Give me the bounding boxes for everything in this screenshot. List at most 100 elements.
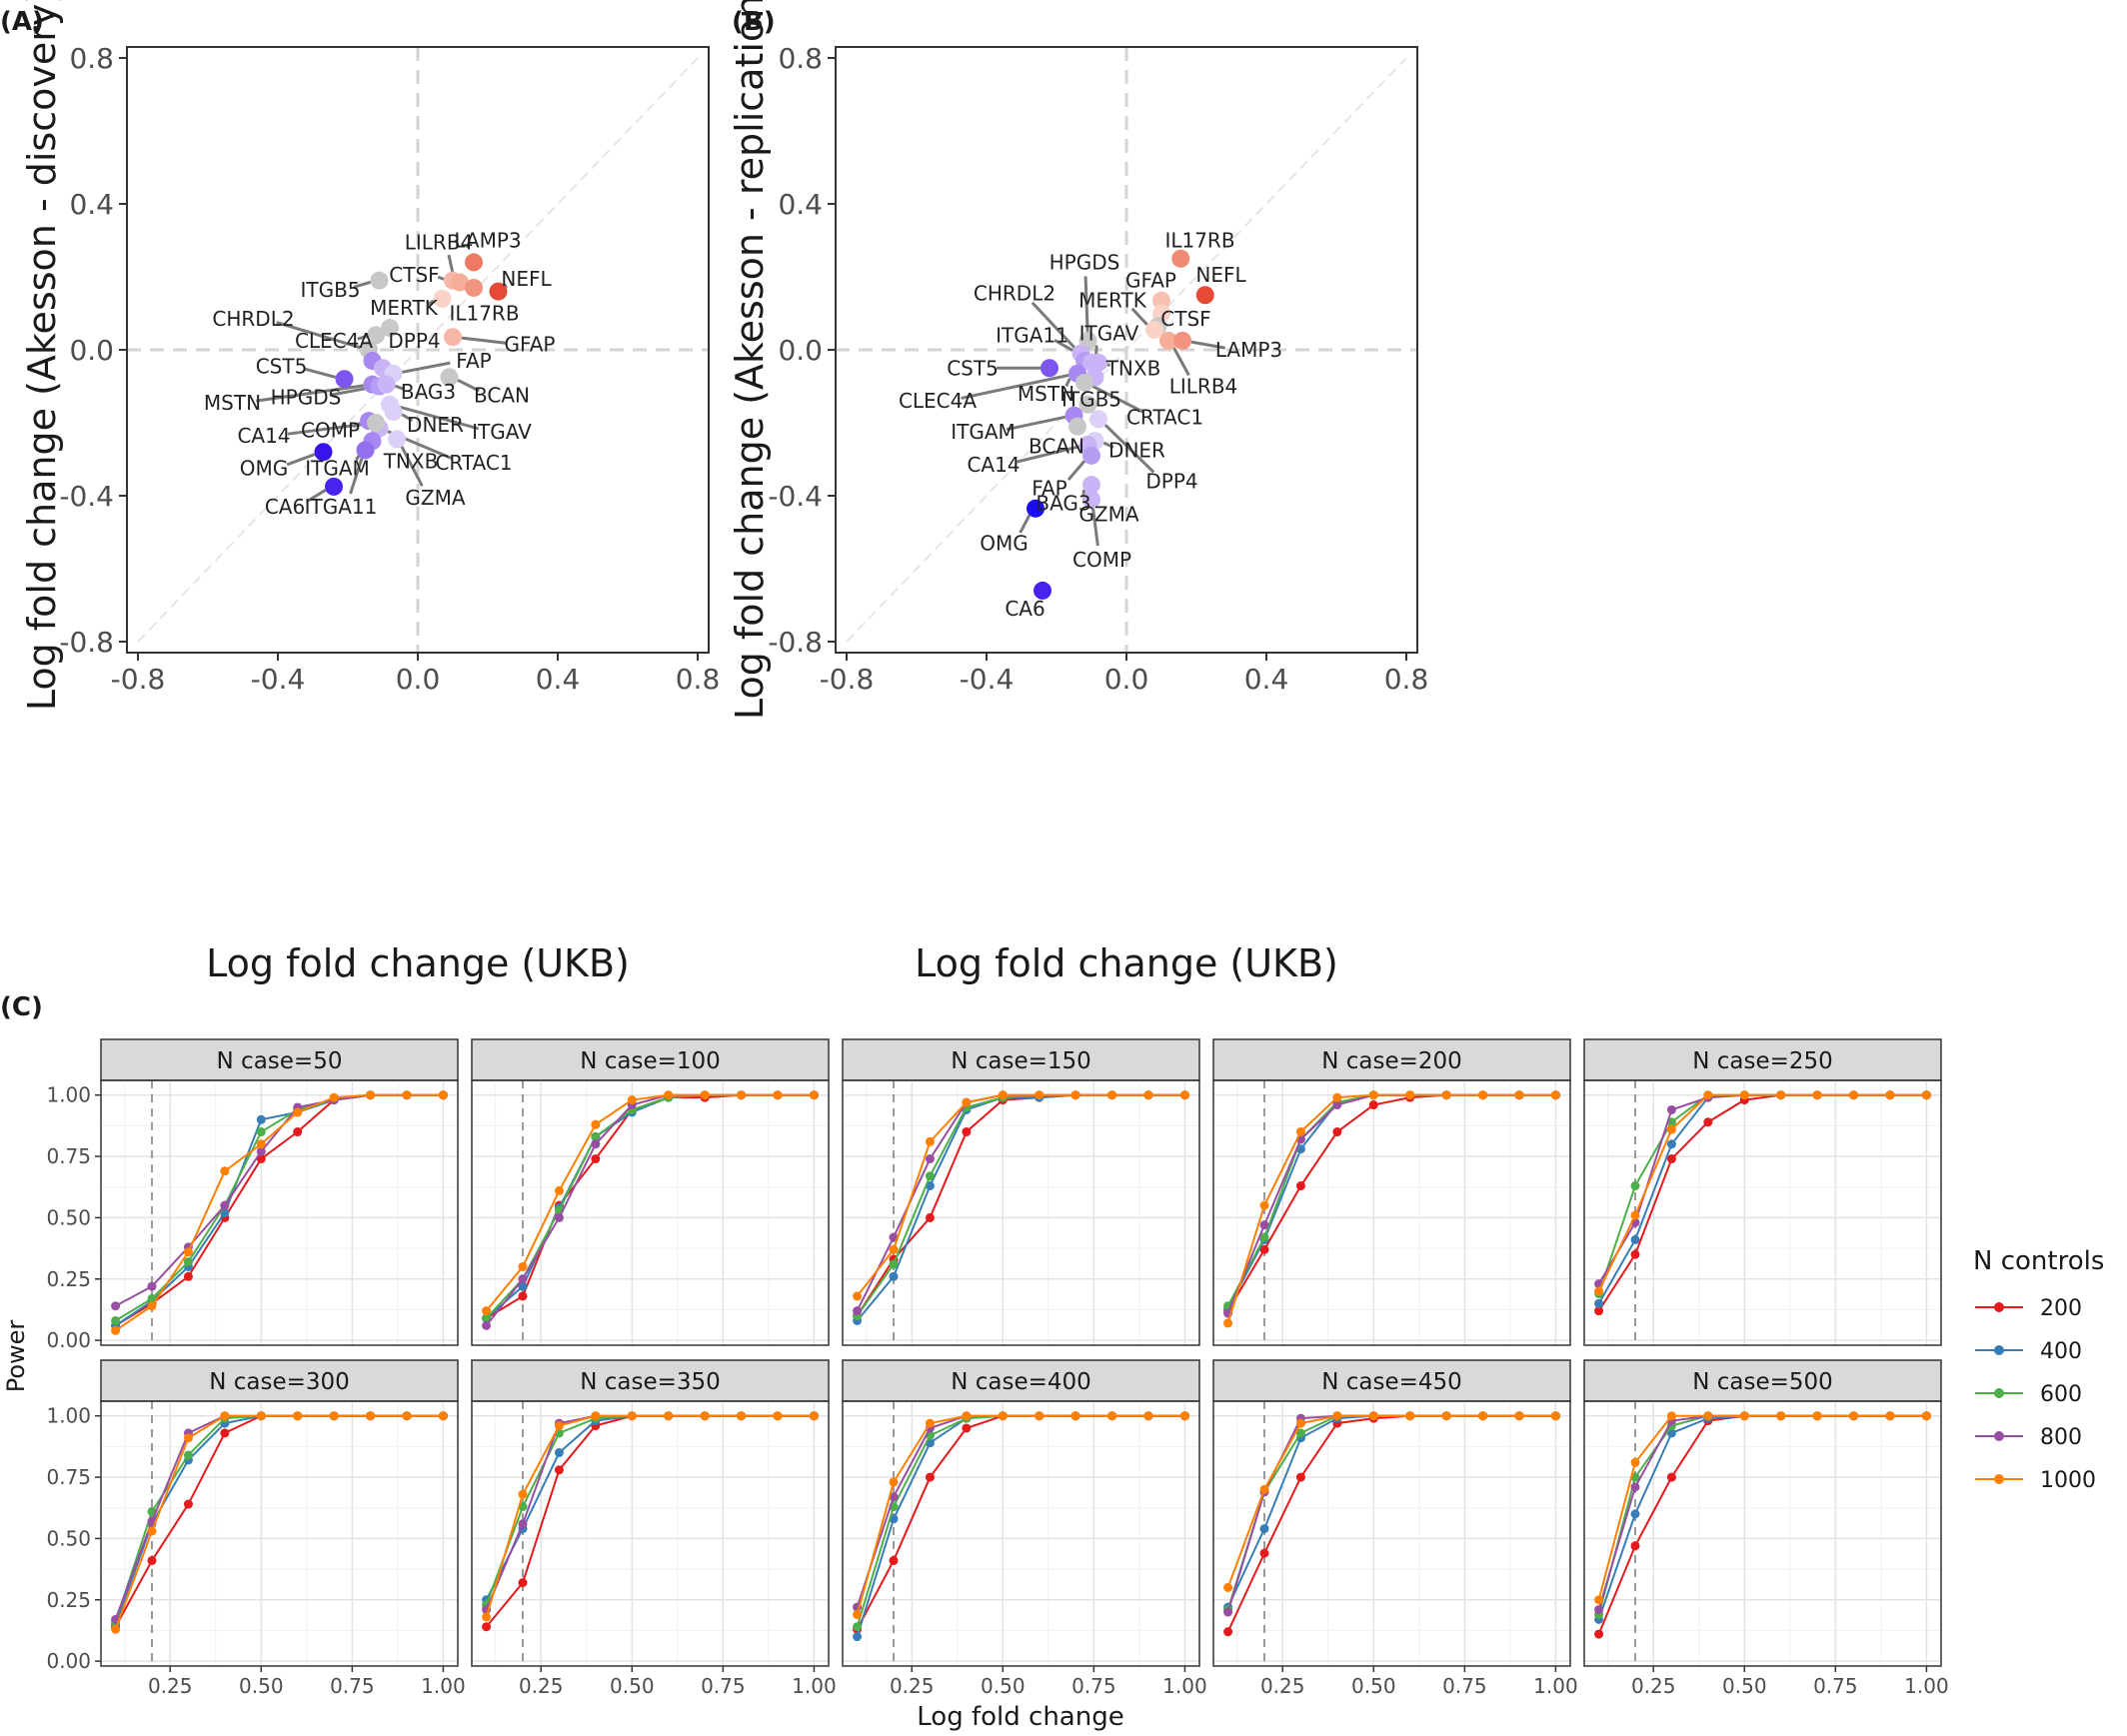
series-point: [853, 1609, 863, 1619]
x-tick-label: 1.00: [1162, 1674, 1207, 1698]
plot-border: [126, 46, 710, 654]
series-point: [737, 1411, 747, 1421]
y-tick-label: 1.00: [46, 1083, 91, 1107]
gene-label: BCAN: [474, 384, 530, 408]
series-point: [1405, 1090, 1415, 1100]
x-axis-title: Log fold change (UKB): [915, 941, 1338, 985]
series-point: [853, 1306, 863, 1316]
gene-label: NEFL: [501, 267, 552, 291]
label-connector: [1066, 460, 1086, 482]
series-point: [1223, 1607, 1233, 1617]
x-tick-label: 0.75: [330, 1674, 375, 1698]
series-point: [220, 1428, 230, 1438]
gene-label: ITGA11: [305, 495, 378, 519]
gene-label: CTSF: [1160, 307, 1210, 331]
facet: N case=250: [1583, 1038, 1942, 1346]
series-point: [1885, 1090, 1895, 1100]
gene-label: GFAP: [1125, 269, 1176, 293]
x-tick-label: -0.8: [111, 663, 166, 696]
y-tick-label: 0.00: [46, 1649, 91, 1673]
data-point: [1089, 353, 1107, 372]
data-point: [1082, 490, 1100, 509]
series-point: [402, 1411, 412, 1421]
gene-label: ITGAV: [472, 420, 532, 444]
series-point: [518, 1519, 528, 1529]
label-connector: [276, 321, 361, 350]
series-point: [962, 1411, 972, 1421]
gene-label: TNXB: [1105, 356, 1161, 380]
label-connector: [1130, 307, 1148, 326]
series-point: [1223, 1627, 1233, 1637]
series-point: [1630, 1210, 1640, 1220]
series-point: [1259, 1548, 1269, 1558]
facet-border: [842, 1079, 1200, 1346]
series-point: [853, 1632, 863, 1642]
series-point: [700, 1090, 710, 1100]
data-point: [388, 430, 406, 449]
series-line: [856, 1414, 1185, 1615]
data-point: [489, 282, 508, 301]
label-connector: [1054, 338, 1073, 352]
gene-label: LILRB4: [1169, 375, 1238, 399]
facet-title: N case=100: [580, 1048, 721, 1074]
gene-label: CST5: [947, 356, 999, 380]
series-point: [925, 1418, 935, 1428]
series-point: [627, 1095, 637, 1105]
series-point: [1594, 1306, 1604, 1316]
legend-swatch-point: [1994, 1345, 2004, 1355]
series-point: [1630, 1249, 1640, 1259]
y-tick-label: -0.8: [59, 626, 114, 659]
series-point: [518, 1578, 528, 1588]
facet-strip: [1212, 1359, 1571, 1402]
series-point: [293, 1127, 303, 1137]
series-point: [1332, 1100, 1342, 1110]
series-point: [773, 1090, 783, 1100]
series-point: [1035, 1411, 1045, 1421]
label-connector: [353, 280, 372, 289]
series-point: [1223, 1318, 1233, 1328]
gene-label: CST5: [256, 354, 308, 378]
gene-label: NEFL: [1195, 263, 1246, 287]
label-connector: [961, 373, 1069, 400]
gene-label: LILRB4: [405, 230, 474, 254]
legend-swatch-point: [1994, 1302, 2004, 1312]
series-point: [1332, 1411, 1342, 1421]
panel-a-scatter: (A) -0.8 -0.4 0.0 0.4 0.8 -0.8 -0.4 0.0 0.4 0.8 LAM…: [0, 0, 720, 985]
gene-label: CLEC4A: [295, 329, 373, 353]
gene-label: CA6: [265, 495, 305, 519]
y-tick-label: -0.4: [768, 480, 823, 513]
series-point: [329, 1411, 339, 1421]
label-connector: [426, 299, 435, 307]
y-axis-title: Log fold change (Akesson - replication): [728, 0, 772, 720]
gene-label: CA6: [1005, 597, 1045, 621]
gene-label: CHRDL2: [974, 281, 1056, 305]
facet-strip: [471, 1038, 830, 1081]
facet-title: N case=350: [580, 1369, 721, 1395]
facet-title: N case=450: [1321, 1369, 1462, 1395]
facet-strip: [471, 1359, 830, 1402]
facet: N case=200: [1212, 1038, 1571, 1346]
series-point: [1259, 1484, 1269, 1494]
label-connector: [401, 413, 414, 423]
series-point: [183, 1433, 193, 1443]
label-connector: [1083, 276, 1089, 332]
label-connector: [304, 367, 337, 379]
panel-tag: (B): [732, 7, 776, 37]
data-point: [1041, 359, 1059, 378]
label-connector: [357, 335, 368, 341]
panel-tag: (A): [0, 7, 44, 37]
gene-label: BAG3: [1036, 491, 1090, 515]
series-point: [627, 1411, 637, 1421]
gene-label: BCAN: [1029, 435, 1084, 459]
data-point: [370, 271, 389, 290]
series-point: [1703, 1411, 1713, 1421]
gene-label: DNER: [1108, 438, 1165, 462]
legend: N controls 200 400 600 800 1000: [1973, 1246, 2104, 1493]
series-point: [664, 1090, 674, 1100]
label-connector: [402, 361, 451, 374]
x-tick-label: 0.0: [396, 663, 441, 696]
gene-label: GFAP: [505, 333, 556, 357]
gene-label: MERTK: [1078, 289, 1147, 313]
label-connector: [457, 378, 481, 393]
facet: N case=300 0.25 0.50 0.75 1.00 0.00 0.25 0.50 0.…: [46, 1359, 466, 1698]
